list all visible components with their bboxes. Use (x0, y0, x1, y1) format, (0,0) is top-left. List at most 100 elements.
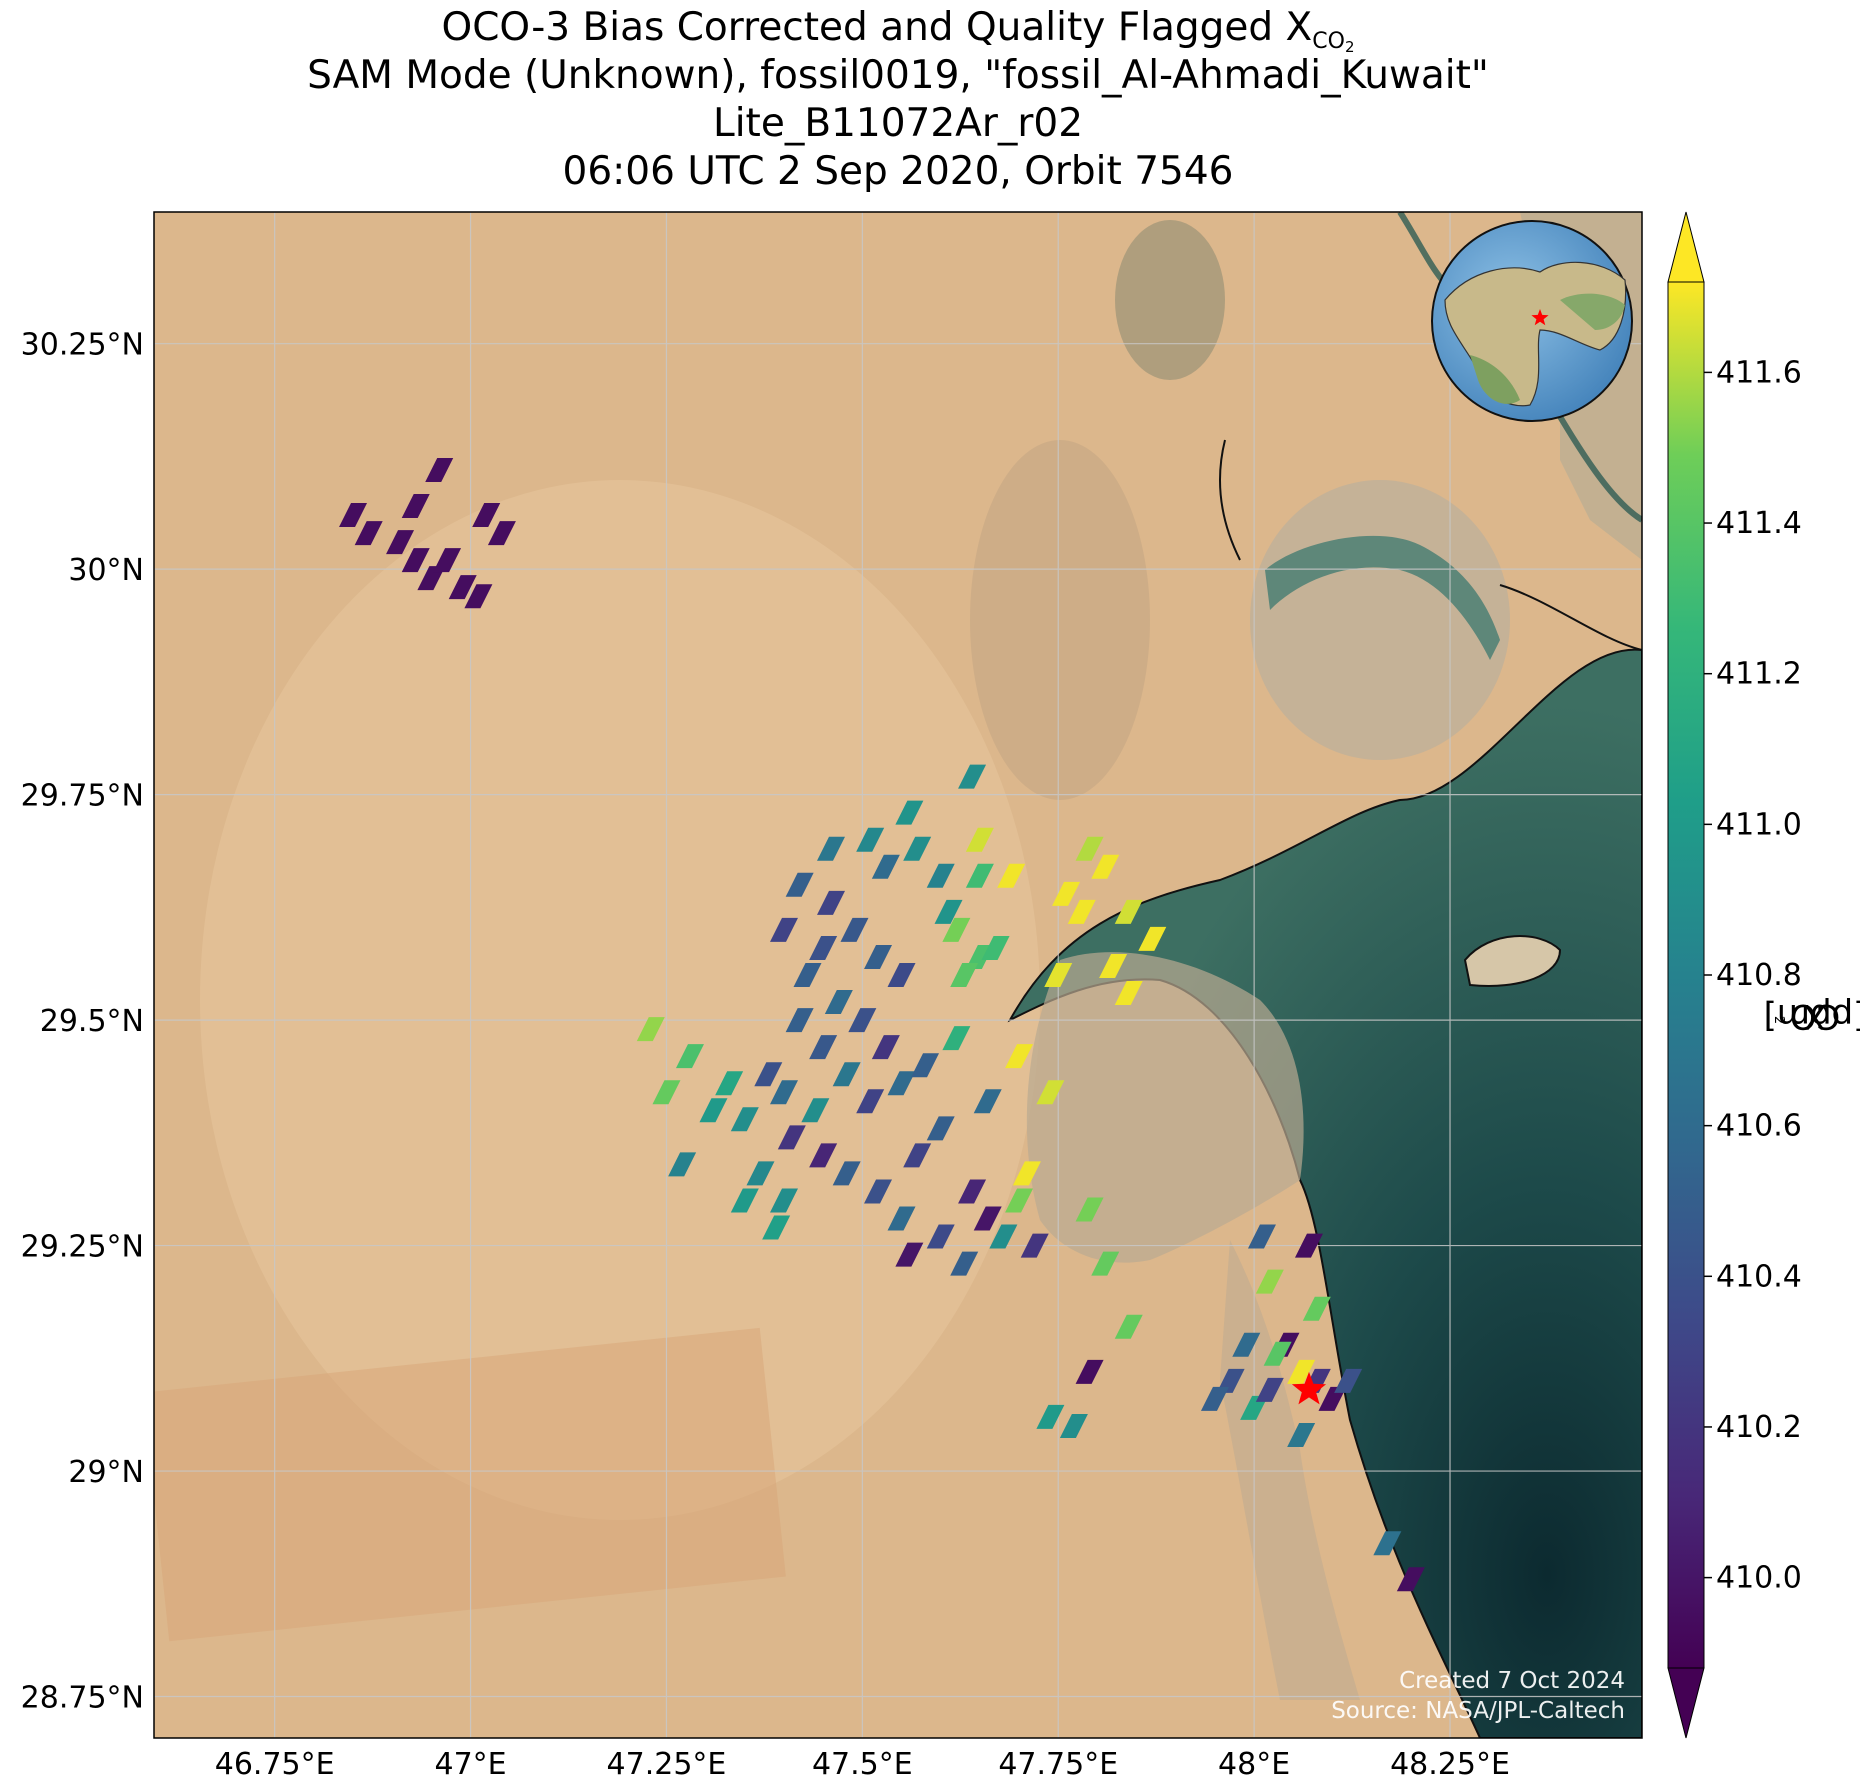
sounding-polygon (1247, 1224, 1276, 1249)
sounding-polygon (926, 1116, 955, 1141)
failaka-island (1463, 935, 1562, 987)
colorbar-gradient (1668, 282, 1704, 1668)
title-line-4: 06:06 UTC 2 Sep 2020, Orbit 7546 (562, 149, 1234, 194)
lat-tick-label: 30°N (68, 553, 144, 588)
sounding-polygon (856, 1089, 885, 1114)
sounding-polygon (848, 1008, 877, 1033)
longitude-axis: 46.75°E 47°E 47.25°E 47.5°E 47.75°E 48°E 48.25… (215, 1747, 1510, 1782)
sounding-polygon (417, 566, 446, 591)
sounding-polygon (809, 935, 838, 960)
sounding-polygon (832, 1062, 861, 1087)
title-line-1: OCO-3 Bias Corrected and Quality Flagged… (441, 5, 1355, 56)
lat-tick-label: 29.25°N (21, 1230, 144, 1265)
sounding-polygon (1318, 1386, 1347, 1411)
sounding-polygon (1287, 1359, 1316, 1384)
lon-tick-label: 47.25°E (607, 1747, 727, 1782)
lat-tick-label: 30.25°N (21, 328, 144, 363)
colorbar-tick-label: 411.0 (1716, 807, 1802, 842)
title-line-3: Lite_B11072Ar_r02 (712, 101, 1084, 146)
sounding-polygon (754, 1062, 783, 1087)
sounding-polygon (895, 1242, 924, 1267)
sounding-polygon (464, 584, 493, 609)
sounding-polygon (926, 863, 955, 888)
lat-tick-label: 29.5°N (40, 1004, 144, 1039)
sounding-polygon (730, 1107, 759, 1132)
sounding-polygon (386, 530, 415, 555)
sounding-polygon (793, 963, 822, 987)
sounding-polygon (801, 1098, 830, 1123)
latitude-axis: 30.25°N 30°N 29.75°N 29.5°N 29.25°N 29°N 28.75… (21, 328, 144, 1716)
sounding-polygon (1059, 1413, 1088, 1438)
sounding-polygon (401, 548, 430, 573)
sounding-polygon (887, 963, 916, 987)
sounding-polygon (1294, 1233, 1323, 1258)
sounding-polygon (1138, 926, 1167, 951)
sounding-polygon (1232, 1332, 1261, 1357)
sounding-polygon (1052, 881, 1081, 906)
sounding-polygon (950, 1251, 979, 1276)
sounding-polygon (769, 1188, 798, 1213)
sounding-polygon (817, 836, 846, 861)
colorbar-tick-label: 411.4 (1716, 506, 1802, 541)
sounding-polygon (973, 1206, 1002, 1231)
sounding-polygon (785, 1008, 814, 1033)
sounding-polygon (1005, 1044, 1034, 1069)
sounding-polygon (989, 1224, 1018, 1249)
sounding-polygon (769, 917, 798, 942)
credit-created: Created 7 Oct 2024 (1399, 1668, 1625, 1694)
lon-tick-label: 47.5°E (812, 1747, 913, 1782)
sounding-polygon (1263, 1341, 1292, 1366)
colorbar-tick-label: 410.6 (1716, 1109, 1802, 1144)
kuwait-city-area (1026, 952, 1304, 1263)
sounding-polygon (746, 1161, 775, 1186)
sounding-polygon (1036, 1080, 1065, 1105)
sounding-polygon (1020, 1233, 1049, 1258)
sounding-polygon (1091, 1251, 1120, 1276)
lake-feature (1115, 220, 1225, 380)
credit-source: Source: NASA/JPL-Caltech (1331, 1698, 1625, 1724)
sounding-polygon (887, 1206, 916, 1231)
sounding-polygon (934, 899, 963, 924)
sounding-polygon (965, 863, 994, 888)
colorbar-extend-max (1667, 211, 1705, 283)
sounding-polygon (472, 503, 501, 528)
sounding-polygon (1396, 1567, 1425, 1592)
sounding-polygon (1216, 1368, 1245, 1393)
sounding-polygon (864, 944, 893, 969)
sounding-polygon (1091, 854, 1120, 879)
sounding-polygon (715, 1071, 744, 1096)
sounding-polygon (942, 917, 971, 942)
colorbar-tick-label: 410.0 (1716, 1561, 1802, 1596)
sounding-polygon (871, 1035, 900, 1060)
sounding-polygon (1075, 1359, 1104, 1384)
sounding-polygon (840, 917, 869, 942)
sounding-polygon (354, 521, 383, 546)
lat-tick-label: 29.75°N (21, 779, 144, 814)
sounding-polygon (1099, 953, 1128, 978)
gridlines (154, 212, 1642, 1738)
colorbar-tick-label: 411.2 (1716, 657, 1802, 692)
sounding-polygon (652, 1080, 681, 1105)
sounding-polygon (1075, 836, 1104, 861)
sounding-polygon (926, 1224, 955, 1249)
sounding-polygon (339, 503, 368, 528)
sounding-polygon (903, 836, 932, 861)
sounding-polygon (1334, 1368, 1363, 1393)
red-star-icon (1531, 309, 1549, 326)
sounding-polygon (824, 990, 853, 1015)
sounding-polygon (487, 521, 516, 546)
sounding-polygon (1005, 1188, 1034, 1213)
sounding-polygon (1200, 1386, 1229, 1411)
colorbar-tick-label: 410.8 (1716, 958, 1802, 993)
sounding-polygon (1114, 1314, 1143, 1339)
sounding-polygon (832, 1161, 861, 1186)
lat-tick-label: 28.75°N (21, 1681, 144, 1716)
sounding-polygon (895, 800, 924, 825)
sounding-polygon (433, 548, 462, 573)
sounding-polygon (911, 1053, 940, 1078)
sounding-polygon (958, 1179, 987, 1204)
lon-tick-label: 46.75°E (215, 1747, 335, 1782)
sounding-polygon (817, 890, 846, 915)
lon-tick-label: 48°E (1218, 1747, 1290, 1782)
sounding-polygon (903, 1143, 932, 1168)
